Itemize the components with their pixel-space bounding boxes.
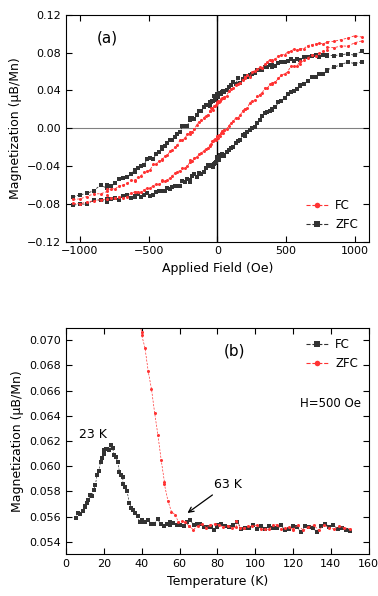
Text: H=500 Oe: H=500 Oe: [300, 397, 361, 410]
Text: 63 K: 63 K: [189, 477, 242, 512]
X-axis label: Applied Field (Oe): Applied Field (Oe): [162, 262, 273, 275]
Legend: FC, ZFC: FC, ZFC: [301, 194, 363, 235]
Y-axis label: Magnetization (μB/Mn): Magnetization (μB/Mn): [9, 57, 22, 199]
Text: (a): (a): [96, 31, 118, 46]
Text: 23 K: 23 K: [79, 428, 107, 441]
Y-axis label: Magnetization (μB/Mn): Magnetization (μB/Mn): [11, 370, 24, 512]
Legend: FC, ZFC: FC, ZFC: [301, 334, 363, 375]
Text: (b): (b): [223, 343, 245, 359]
X-axis label: Temperature (K): Temperature (K): [167, 575, 268, 588]
